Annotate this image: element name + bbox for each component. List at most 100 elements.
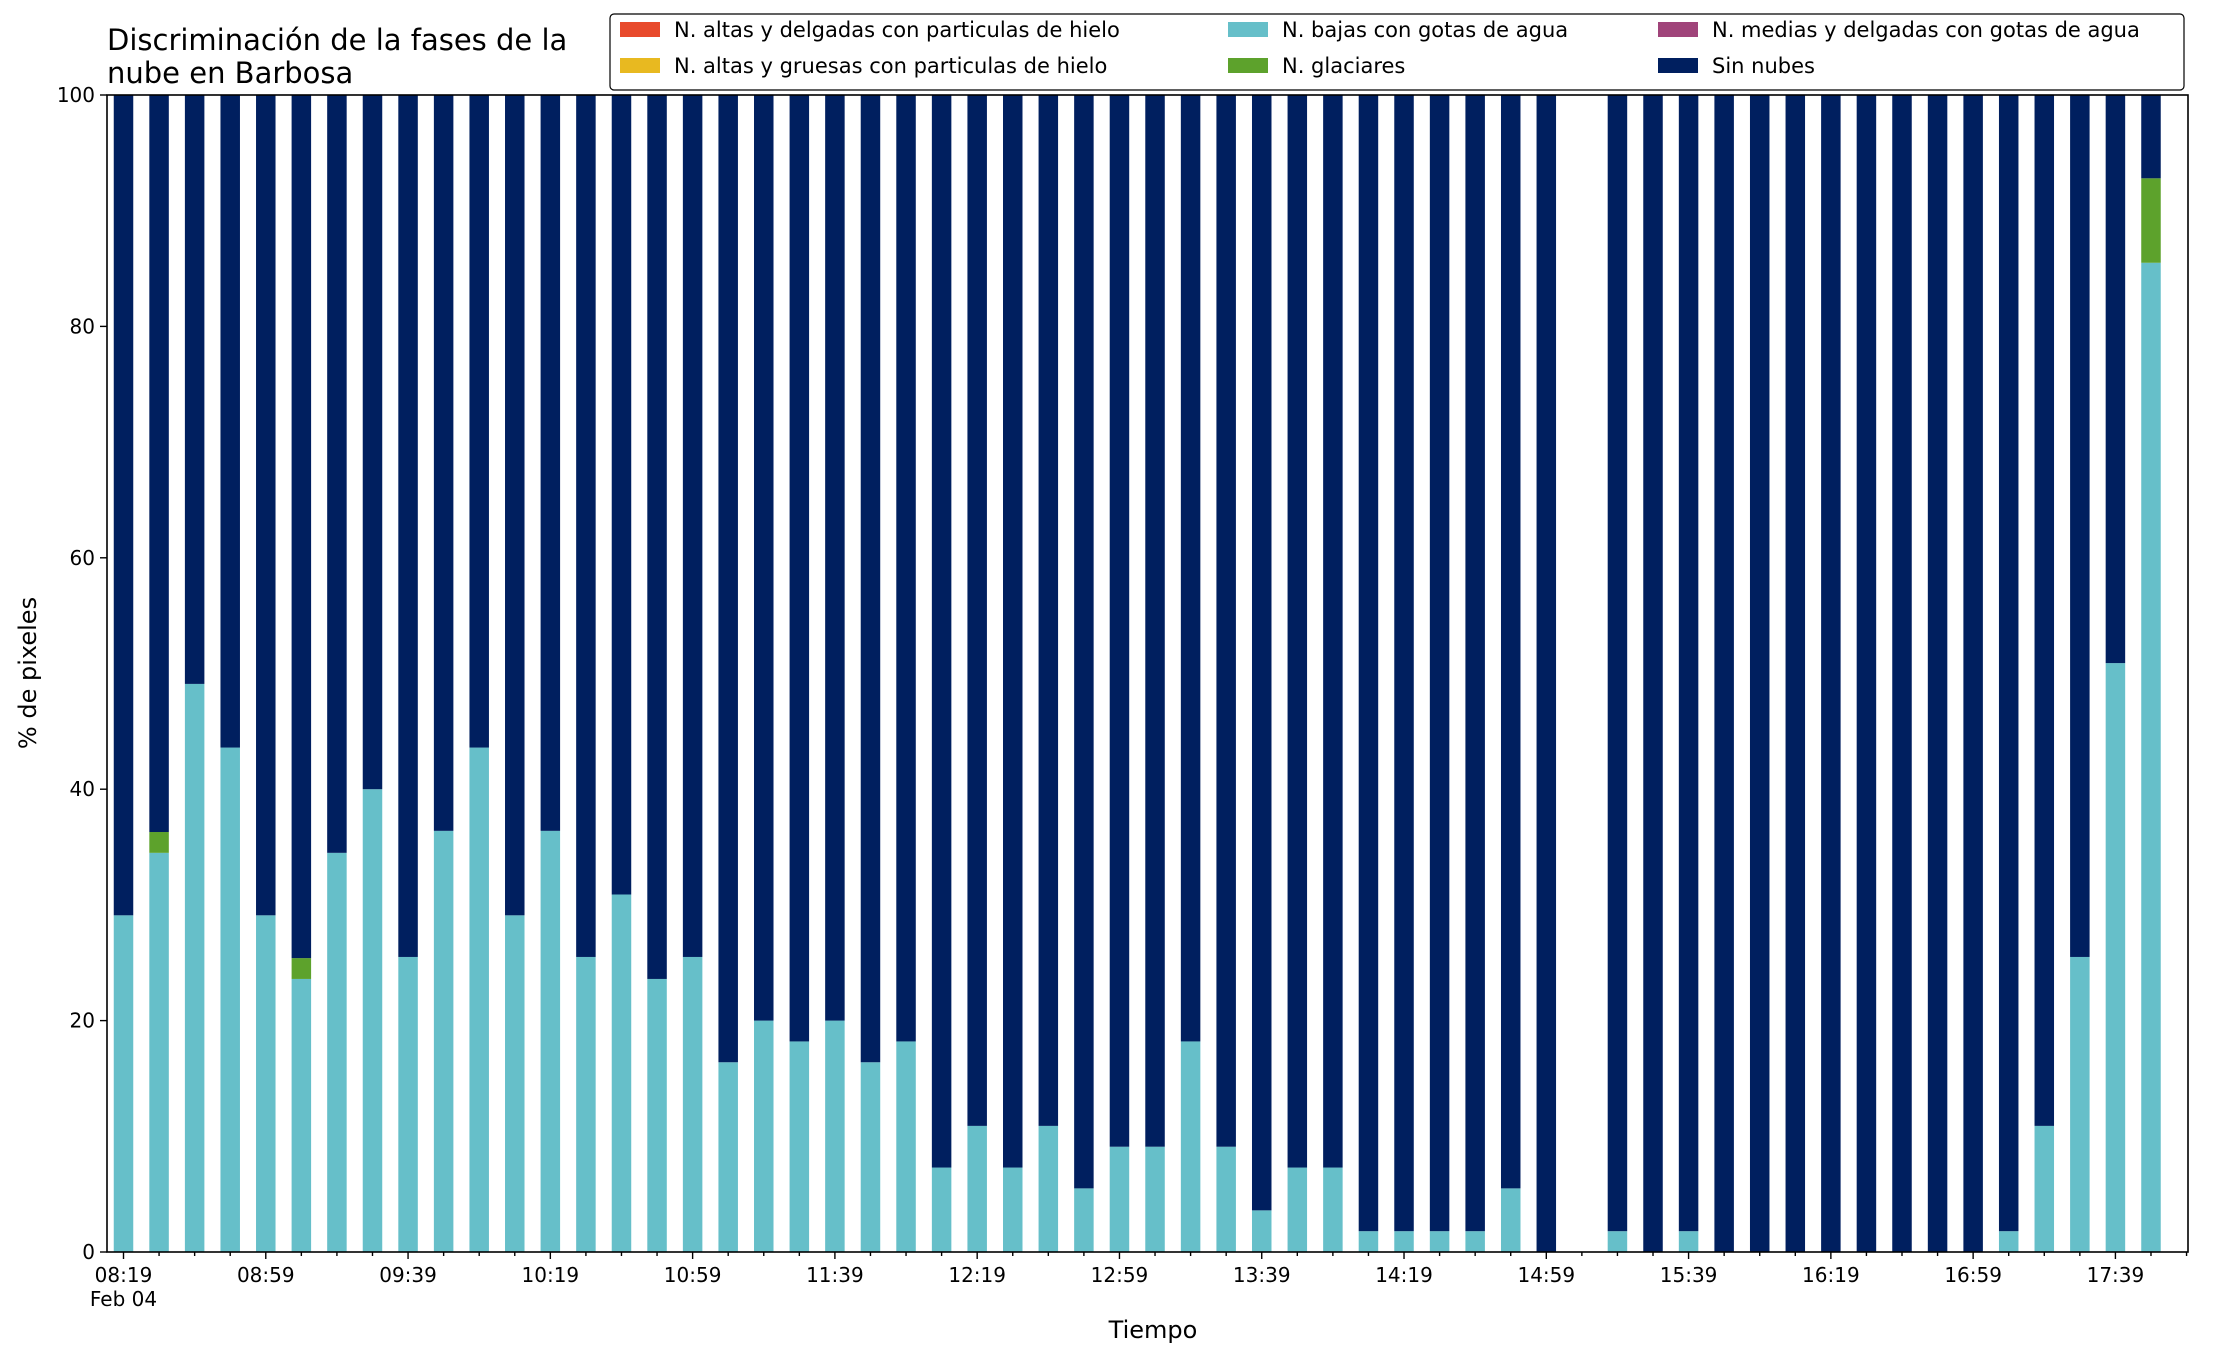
bar-segment-0829-series-3: [149, 832, 169, 853]
legend-entry-label: N. glaciares: [1282, 54, 1405, 78]
bar-segment-1109-series-5: [718, 95, 738, 1063]
bar-segment-0819-series-2: [113, 915, 134, 1252]
bar-segment-0839-series-2: [184, 683, 205, 1252]
bar-segment-1539-series-2: [1678, 1231, 1699, 1252]
bar-segment-1119-series-2: [754, 1020, 774, 1252]
bar-segment-1439-series-5: [1465, 95, 1485, 1232]
bar-segment-1439-series-2: [1465, 1231, 1485, 1252]
bar-segment-1329-series-5: [1216, 95, 1236, 1147]
legend-swatch: [1658, 58, 1698, 73]
bar-segment-1729-series-2: [2070, 956, 2090, 1252]
bar-segment-1049-series-5: [647, 95, 667, 979]
bar-segment-0929-series-2: [362, 789, 383, 1252]
x-tick-label: 15:39: [1660, 1263, 1718, 1287]
bar-segment-1339-series-5: [1251, 95, 1272, 1211]
x-tick-label: 10:19: [522, 1263, 580, 1287]
bar-segment-1229-series-5: [1003, 95, 1023, 1168]
bar-segment-0819-series-5: [113, 95, 134, 916]
x-tick-label: 08:59: [237, 1263, 295, 1287]
bar-segment-1019-series-2: [540, 830, 561, 1252]
x-tick-label: 17:39: [2087, 1263, 2145, 1287]
bar-segment-1409-series-2: [1358, 1231, 1379, 1252]
bar-segment-1739-series-2: [2105, 663, 2126, 1252]
x-tick-label: 16:59: [1944, 1263, 2002, 1287]
bar-segment-1429-series-2: [1429, 1231, 1450, 1252]
bar-segment-1129-series-5: [789, 95, 810, 1042]
plot-frame: [106, 94, 2189, 1253]
bar-segment-1519-series-5: [1607, 95, 1628, 1232]
bar-segment-0919-series-5: [327, 95, 347, 853]
bar-segment-1149-series-5: [860, 95, 881, 1063]
bar-segment-1019-series-5: [540, 95, 561, 831]
bar-segment-1059-series-2: [682, 956, 703, 1252]
bar-segment-1039-series-5: [611, 95, 632, 895]
legend-swatch: [1228, 58, 1268, 73]
bar-segment-1149-series-2: [860, 1062, 881, 1252]
bar-segment-1309-series-2: [1145, 1146, 1165, 1252]
bar-segment-1559-series-5: [1749, 95, 1770, 1252]
bar-segment-0849-series-2: [220, 747, 240, 1252]
bar-segment-1159-series-5: [896, 95, 916, 1042]
bar-segment-1449-series-5: [1500, 95, 1521, 1189]
bar-segment-1319-series-5: [1180, 95, 1201, 1042]
bar-segment-1129-series-2: [789, 1041, 810, 1252]
bar-segment-1529-series-5: [1643, 95, 1663, 1252]
bar-segment-1319-series-2: [1180, 1041, 1201, 1252]
y-tick-label: 60: [70, 546, 95, 570]
bar-segment-0829-series-5: [149, 95, 169, 833]
bar-segment-1409-series-5: [1358, 95, 1379, 1232]
x-tick-label: 11:39: [806, 1263, 864, 1287]
bar-segment-0939-series-5: [398, 95, 418, 957]
y-tick-label: 20: [70, 1009, 95, 1033]
legend-frame: [609, 13, 2185, 91]
bar-segment-1239-series-5: [1038, 95, 1059, 1126]
bar-segment-1539-series-5: [1678, 95, 1699, 1232]
bar-segment-1249-series-2: [1074, 1188, 1094, 1252]
x-axis: 08:19 08:59 09:39 10:19 10:59 11:39 12:19 12:59…: [90, 1252, 2188, 1311]
bar-segment-1139-series-2: [825, 1020, 845, 1252]
legend-entry-label: Sin nubes: [1712, 54, 1815, 78]
x-tick-label: 13:39: [1233, 1263, 1291, 1287]
bar-segment-1739-series-5: [2105, 95, 2126, 664]
x-tick-label: 12:59: [1091, 1263, 1149, 1287]
bar-segment-0949-series-2: [433, 830, 454, 1252]
bar-segment-1329-series-2: [1216, 1146, 1236, 1252]
bar-segment-1429-series-5: [1429, 95, 1450, 1232]
x-tick-label: 16:19: [1802, 1263, 1860, 1287]
x-tick-label: 10:59: [664, 1263, 722, 1287]
bar-segment-0859-series-5: [256, 95, 276, 916]
bar-segment-1639-series-5: [1892, 95, 1912, 1252]
bar-segment-1419-series-5: [1394, 95, 1414, 1232]
bar-segment-0839-series-5: [184, 95, 205, 684]
plot-area: [106, 94, 2189, 1253]
bar-segment-1359-series-5: [1323, 95, 1343, 1168]
bar-segment-1709-series-5: [1998, 95, 2019, 1232]
y-tick-label: 0: [82, 1240, 95, 1264]
bar-segment-1219-series-5: [967, 95, 987, 1126]
bar-segment-1259-series-5: [1109, 95, 1130, 1147]
chart-title-line-1: Discriminación de la fases de la: [107, 23, 567, 57]
legend-swatch: [1658, 22, 1698, 37]
y-axis: 0 20 40 60 80 100: [57, 83, 107, 1264]
bar-segment-1029-series-2: [576, 956, 596, 1252]
legend-swatch: [1228, 22, 1268, 37]
y-tick-label: 80: [70, 314, 95, 338]
bar-segment-1629-series-5: [1856, 95, 1877, 1252]
bar-segment-0919-series-2: [327, 852, 347, 1252]
bars-group: [113, 95, 2161, 1252]
bar-segment-1109-series-2: [718, 1062, 738, 1252]
bar-segment-1709-series-2: [1998, 1231, 2019, 1252]
bar-segment-1619-series-5: [1821, 95, 1841, 1252]
bar-segment-1749-series-2: [2141, 262, 2161, 1252]
bar-segment-0829-series-2: [149, 852, 169, 1252]
bar-segment-1009-series-2: [505, 915, 525, 1252]
bar-segment-1349-series-5: [1287, 95, 1308, 1168]
bar-segment-1119-series-5: [754, 95, 774, 1021]
legend-entry-label: N. medias y delgadas con gotas de agua: [1712, 18, 2140, 42]
x-tick-label: 08:19: [95, 1263, 153, 1287]
bar-segment-1139-series-5: [825, 95, 845, 1021]
bar-segment-1209-series-5: [931, 95, 952, 1168]
x-date-label: Feb 04: [90, 1287, 157, 1311]
bar-segment-1029-series-5: [576, 95, 596, 957]
